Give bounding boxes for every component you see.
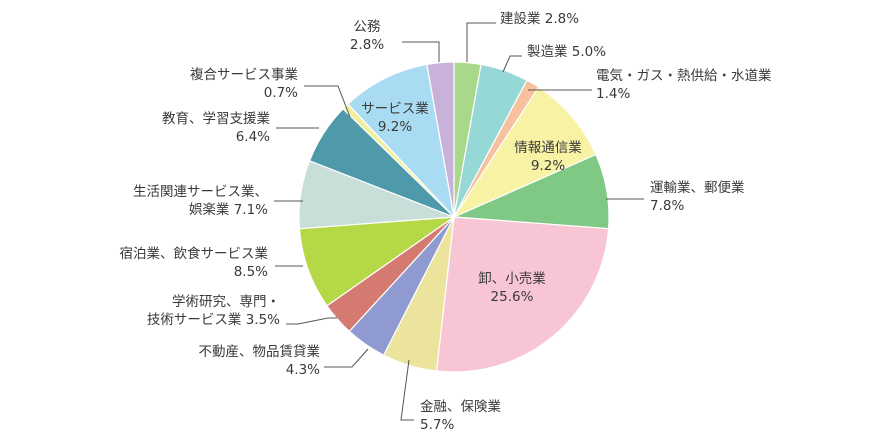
leader-line-14 [402,41,440,62]
slice-value-label-2-line1: 1.4% [596,86,630,102]
leader-line-7 [324,348,369,368]
slice-label-8-line1: 技術サービス業 3.5% [147,312,280,328]
slice-value-label-6-line1: 5.7% [420,417,454,433]
slice-label-1: 製造業 5.0% [527,44,606,60]
slice-label-10-line1: 娯楽業 7.1% [189,202,268,218]
slice-label-0: 建設業 2.8% [500,11,579,27]
slice-value-label-5-line1: 25.6% [491,289,534,305]
leader-line-8 [286,317,337,325]
pie-slice-13 [347,63,455,219]
slice-label-10-line0: 生活関連サービス業、 [133,184,268,200]
slice-label-9-line0: 宿泊業、飲食サービス業 [120,245,269,262]
slice-value-label-9-line1: 8.5% [234,264,268,280]
slice-label-7-line0: 不動産、物品賃貸業 [199,344,321,360]
slice-label-3-line0: 情報通信業 [514,140,582,156]
slice-label-14-line0: 公務 [354,19,381,35]
slice-label-12-line0: 複合サービス事業 [190,66,298,83]
slice-label-6-line0: 金融、保険業 [420,399,501,415]
slice-label-8-line0: 学術研究、専門・ [172,294,280,310]
pie-slice-14 [426,61,455,218]
leader-line-12 [304,85,351,118]
slice-labels: 建設業 2.8% 製造業 5.0% 電気・ガス・熱供給・水道業 1.4% 情報通信業 9.… [120,11,772,433]
slice-value-label-4-line1: 7.8% [650,198,684,214]
slice-value-label-14-line1: 2.8% [350,37,384,53]
leader-line-1 [502,55,522,73]
slice-value-label-13-line1: 9.2% [378,119,412,135]
leader-lines [274,22,644,421]
slice-label-13-line0: サービス業 [361,101,429,117]
slice-label-4-line0: 運輸業、郵便業 [650,180,745,196]
slice-value-label-3-line1: 9.2% [531,158,565,174]
slice-label-2-line0: 電気・ガス・熱供給・水道業 [596,68,772,84]
leader-line-6 [400,359,414,421]
slice-label-5-line0: 卸、小売業 [478,271,546,287]
slice-value-label-12-line1: 0.7% [264,85,298,101]
slice-label-11-line0: 教育、学習支援業 [162,111,270,127]
pie-slice-5 [435,216,610,373]
slice-value-label-11-line1: 6.4% [236,129,270,145]
pie-slice-3 [452,86,597,219]
leader-line-0 [466,22,496,62]
slice-value-label-7-line1: 4.3% [286,362,320,378]
pie-slices [298,61,610,373]
